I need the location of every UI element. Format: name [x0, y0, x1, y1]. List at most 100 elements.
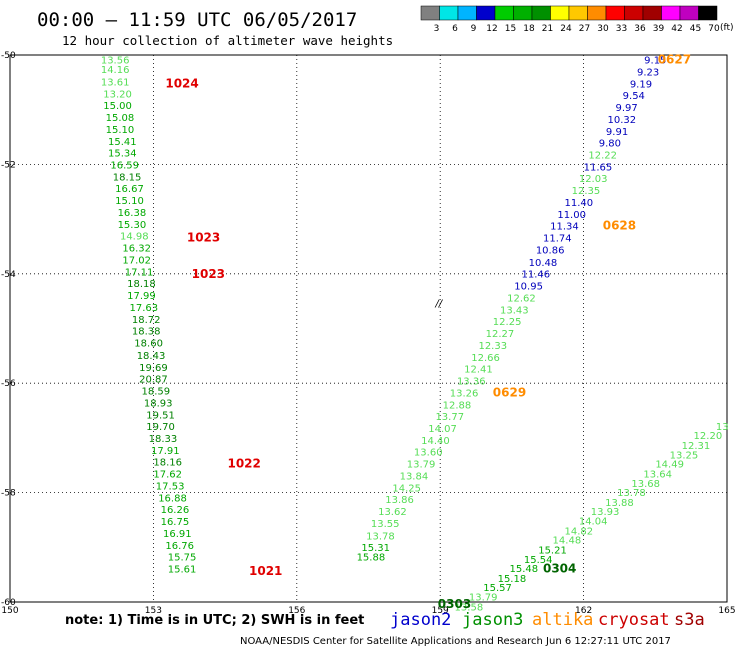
plot-frame: [9, 54, 728, 603]
wave-height-label: 18.72: [132, 315, 161, 326]
wave-height-label: 12.41: [464, 364, 493, 375]
satellite-legend-cryosat: cryosat: [598, 610, 670, 630]
colorbar-label: 24: [560, 24, 572, 34]
wave-height-label: 13.62: [378, 507, 407, 518]
y-tick-label: -52: [1, 160, 16, 170]
colorbar-swatch: [457, 5, 477, 21]
wave-height-label: 15.48: [510, 564, 539, 575]
wave-height-label: 11.00: [557, 210, 586, 221]
colorbar-label: 12: [486, 24, 497, 34]
wave-height-label: 10.32: [608, 115, 637, 126]
wave-height-label: 16.38: [118, 208, 147, 219]
x-tick-label: 150: [1, 606, 18, 616]
wave-height-label: 20.87: [139, 374, 168, 385]
satellite-legend-jason3: jason3: [462, 610, 523, 630]
axis-ticks: 150 153 156 159 162 165 -50 -52 -54 -56 -58 -60: [1, 51, 736, 616]
satellite-legend-s3a: s3a: [674, 610, 705, 630]
wave-height-label: 16.59: [110, 160, 139, 171]
colorbar-label: 36: [634, 24, 646, 34]
wave-height-label: 14.04: [579, 516, 608, 527]
wave-height-label: 10.48: [529, 258, 558, 269]
wave-height-label: 15.30: [118, 220, 147, 231]
wave-height-label: 14.82: [564, 526, 593, 537]
wave-height-label: 19.51: [146, 410, 175, 421]
x-tick-label: 156: [288, 606, 305, 616]
wave-height-label: 17.99: [127, 291, 156, 302]
colorbar-swatch: [476, 5, 496, 21]
wave-height-label: 9.54: [623, 91, 645, 102]
colorbar-label: 21: [542, 24, 553, 34]
wave-height-label: 13.77: [435, 412, 464, 423]
wave-height-label: 14.40: [421, 436, 450, 447]
plot-area: 150 153 156 159 162 165 -50 -52 -54 -56 -58 -60 13.…: [1, 51, 736, 616]
colorbar-label: 9: [471, 24, 477, 34]
colorbar-unit: (ft): [720, 23, 734, 33]
colorbar-label: 6: [452, 24, 458, 34]
wave-height-label: 11.34: [550, 222, 579, 233]
wave-height-label: 15.18: [498, 574, 527, 585]
x-tick-label: 162: [575, 606, 592, 616]
wave-height-label: 18.16: [153, 457, 182, 468]
page-title: 00:00 – 11:59 UTC 06/05/2017: [37, 9, 357, 31]
colorbar-label: 42: [671, 24, 682, 34]
wave-height-label: 16.76: [165, 541, 194, 552]
wave-height-label: 12.25: [493, 317, 522, 328]
colorbar-swatch: [439, 5, 459, 21]
x-tick-label: 165: [718, 606, 735, 616]
wave-height-label: 11.74: [543, 234, 572, 245]
wave-height-label: 14.16: [101, 65, 130, 76]
wave-height-label: 17.53: [156, 481, 185, 492]
wave-height-label: 13.20: [103, 89, 132, 100]
wave-height-label: 18.59: [141, 386, 170, 397]
wave-height-label: 17.91: [151, 446, 180, 457]
wave-height-label: 18.43: [137, 351, 166, 362]
colorbar-swatch: [494, 5, 514, 21]
wave-height-label: 15.61: [168, 565, 197, 576]
pass-time-label: 0303: [438, 597, 471, 611]
wave-height-label: 16.67: [115, 184, 144, 195]
wave-height-label: 16.75: [161, 517, 190, 528]
wave-height-label: 12.62: [507, 293, 536, 304]
wave-height-label: 13.36: [457, 376, 486, 387]
satellite-legend: jason2 jason3 altika cryosat s3a: [390, 610, 705, 630]
wave-height-label: 13.43: [500, 305, 529, 316]
pass-time-label: 0629: [493, 385, 526, 399]
wave-height-label: 15.57: [483, 583, 512, 594]
colorbar-swatch: [642, 5, 662, 21]
wave-height-label: 13.56: [101, 55, 130, 66]
wave-height-label: 15.34: [108, 148, 137, 159]
wave-height-label: 12.33: [478, 341, 507, 352]
wave-height-label: 12.20: [694, 431, 723, 442]
wave-height-label: 14.49: [655, 460, 684, 471]
wave-height-label: 14.98: [120, 232, 149, 243]
wave-height-label: 17.11: [125, 268, 154, 279]
wave-height-label: 11.46: [521, 269, 550, 280]
wave-height-label: 13.68: [631, 479, 660, 490]
wave-height-label: 9.97: [615, 103, 637, 114]
colorbar-label: 33: [616, 24, 627, 34]
wave-height-label: 13.78: [366, 531, 395, 542]
wave-height-label: 17.63: [130, 303, 159, 314]
wave-height-label: 15.21: [538, 545, 567, 556]
wave-height-label: 18.18: [127, 279, 156, 290]
wave-height-label: 15.10: [115, 196, 144, 207]
wave-height-label: 10.86: [536, 246, 565, 257]
wave-height-label: 13.86: [385, 495, 414, 506]
satellite-legend-jason2: jason2: [390, 610, 451, 630]
colorbar-swatch: [605, 5, 625, 21]
wave-height-label: 15.31: [361, 543, 390, 554]
colorbar-label: 3: [434, 24, 440, 34]
wave-height-label: 12.66: [471, 353, 500, 364]
wave-height-label: 18.33: [149, 434, 178, 445]
wave-height-label: 13.61: [101, 77, 130, 88]
wave-height-label: 18.15: [113, 172, 142, 183]
wave-height-label: 14.25: [392, 484, 421, 495]
wave-height-label: 13.78: [617, 488, 646, 499]
wave-height-label: 13.25: [670, 450, 699, 461]
colorbar-swatch: [531, 5, 551, 21]
wave-height-label: 13.55: [371, 519, 400, 530]
wind-barb-symbol: //: [434, 299, 443, 310]
wave-height-label: 13: [716, 422, 729, 433]
wave-height-label: 12.22: [588, 151, 617, 162]
